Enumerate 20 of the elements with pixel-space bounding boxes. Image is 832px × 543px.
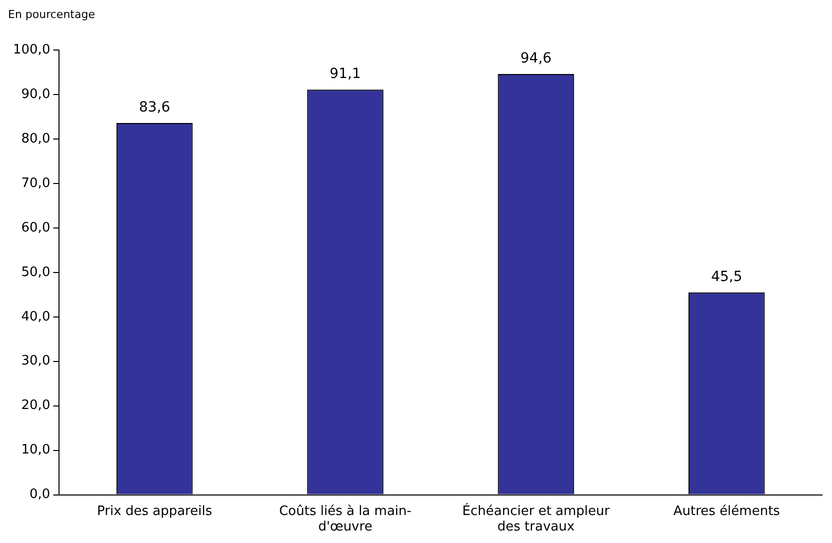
y-tick-label: 70,0: [21, 176, 50, 191]
x-tick-label: Autres éléments: [673, 504, 780, 519]
y-axis-title: En pourcentage: [8, 8, 95, 21]
y-tick-label: 40,0: [21, 309, 50, 324]
y-tick-label: 50,0: [21, 264, 50, 280]
y-tick-label: 90,0: [21, 86, 50, 102]
data-label: 45,5: [711, 269, 742, 286]
data-label: 91,1: [330, 66, 361, 82]
x-tick-label: Coûts liés à la main-d'œuvre: [279, 504, 412, 535]
x-tick-label: Prix des appareils: [97, 504, 212, 519]
data-label: 83,6: [138, 100, 170, 116]
y-tick-label: 100,0: [13, 42, 50, 58]
y-tick-label: 10,0: [21, 442, 50, 458]
y-tick-label: 30,0: [21, 354, 50, 369]
y-tick-label: 60,0: [21, 220, 50, 236]
y-tick-label: 20,0: [21, 398, 50, 414]
y-tick-label: 80,0: [21, 131, 50, 146]
y-tick-label: 0,0: [30, 487, 50, 502]
x-tick-label: Échéancier et ampleur des travaux: [462, 502, 610, 535]
data-label: 94,6: [520, 50, 552, 67]
